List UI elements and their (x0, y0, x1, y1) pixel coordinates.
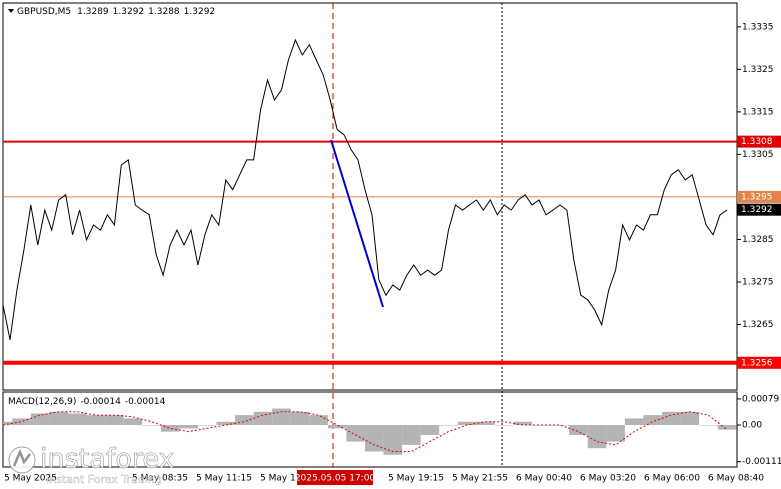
cursor-label: 2025.05.05 17:00 (295, 474, 376, 484)
level-label-box (737, 203, 781, 216)
macd-bar (216, 421, 236, 426)
macd-value: -0.00014 (80, 397, 121, 407)
macd-bar (457, 421, 477, 426)
level-label-box (737, 135, 781, 148)
macd-title: MACD(12,26,9) (8, 397, 76, 407)
x-tick-label: 5 May 08:35 (132, 474, 188, 484)
ohlc-value: 1.3292 (113, 7, 145, 17)
ohlc-value: 1.3289 (77, 7, 109, 17)
macd-bar (402, 425, 421, 445)
macd-bar (253, 411, 273, 426)
y-tick-label: 1.3315 (742, 107, 774, 117)
x-tick-label: 6 May 03:20 (580, 474, 636, 484)
cursor-label-box (297, 470, 373, 485)
ohlc-value: 1.3288 (148, 7, 180, 17)
macd-bar (662, 411, 681, 426)
macd-bar (346, 425, 365, 442)
macd-bar (476, 421, 495, 426)
macd-bar (624, 418, 644, 426)
macd-bar (717, 425, 737, 430)
macd-bar (420, 425, 440, 435)
macd-bar (513, 421, 533, 426)
macd-bar (272, 408, 291, 426)
macd-bar (643, 415, 663, 426)
macd-value: -0.00014 (125, 397, 166, 407)
macd-bar (327, 425, 347, 429)
level-label: 1.3256 (741, 358, 773, 368)
macd-header: MACD(12,26,9) -0.00014 -0.00014 (8, 397, 166, 407)
tagline: Instant Forex Trading (46, 473, 162, 486)
chart-header: GBPUSD,M5 1.3289 1.3292 1.3288 1.3292 (17, 7, 215, 17)
macd-bar (439, 425, 458, 426)
macd-frame (2, 391, 738, 468)
y-tick-label: 1.3275 (742, 277, 774, 287)
macd-bar (680, 411, 700, 426)
y-tick-label: 1.3265 (742, 320, 774, 330)
macd-bar (142, 425, 161, 426)
macd-bar (49, 411, 68, 426)
y-tick-label: 1.3285 (742, 235, 774, 245)
macd-bar (383, 425, 403, 455)
macd-bar (365, 425, 384, 452)
macd-bar (86, 415, 106, 426)
x-tick-label: 6 May 08:40 (708, 474, 764, 484)
level-label: 1.3308 (741, 137, 773, 147)
symbol: GBPUSD,M5 (17, 7, 71, 17)
macd-bar (494, 425, 514, 426)
logo-mark (12, 448, 31, 467)
macd-bar (179, 425, 198, 429)
y-tick-label: 1.3305 (742, 150, 774, 160)
macd-bar (123, 418, 143, 426)
x-tick-label: 5 May 11:15 (196, 474, 252, 484)
ohlc-value: 1.3292 (184, 7, 216, 17)
level-label-box (737, 190, 781, 203)
brand: instaforex (40, 444, 174, 475)
x-tick-label: 5 May 21:55 (452, 474, 508, 484)
level-label: 1.3295 (741, 192, 773, 202)
macd-bar (197, 425, 217, 426)
x-tick-label: 5 May 19:15 (388, 474, 444, 484)
macd-bar (550, 425, 570, 426)
price-line (2, 38, 728, 340)
macd-bar (290, 411, 310, 426)
watermark: instaforex Instant Forex Trading (8, 443, 175, 486)
trend-line (330, 139, 384, 308)
macd-bar (606, 425, 625, 442)
macd-bar (30, 413, 50, 426)
macd-bar (67, 413, 87, 426)
x-tick-label: 6 May 06:00 (644, 474, 700, 484)
macd-signal (2, 411, 728, 452)
level-label: 1.3292 (741, 205, 773, 215)
macd-bar (569, 425, 588, 435)
macd-y-tick-label: 0.00079 (742, 394, 779, 404)
symbol-arrow (8, 9, 14, 13)
x-tick-label: 6 May 00:40 (516, 474, 572, 484)
macd-y-tick-label: 0.00 (742, 421, 762, 431)
macd-y-tick-label: -0.00111 (742, 457, 781, 467)
macd-bar (160, 425, 180, 432)
y-tick-label: 1.3335 (742, 22, 774, 32)
macd-bar (12, 418, 31, 426)
macd-bar (309, 415, 328, 426)
macd-bar (235, 415, 254, 426)
macd-bar (105, 415, 124, 426)
x-tick-label: 5 May 2025 (4, 474, 57, 484)
level-label-box (737, 356, 781, 369)
macd-bar (699, 425, 718, 426)
macd-bar (587, 425, 607, 449)
x-tick-label: 5 May 13:55 (260, 474, 316, 484)
y-tick-label: 1.3325 (742, 65, 774, 75)
